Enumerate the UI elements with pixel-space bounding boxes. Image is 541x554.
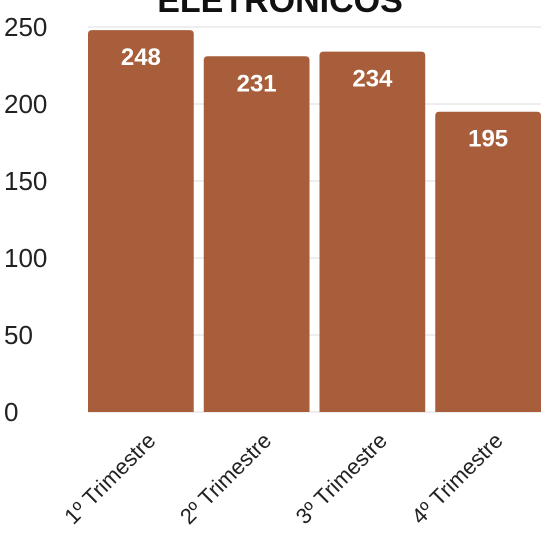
y-tick-label: 100	[4, 243, 47, 273]
bar	[203, 56, 310, 412]
y-tick-label: 250	[4, 12, 47, 42]
y-tick-label: 0	[4, 397, 18, 427]
x-tick-label: 1º Trimestre	[59, 428, 160, 529]
bar	[88, 30, 194, 413]
bar	[319, 51, 426, 412]
data-labels: 248 231 234 195	[121, 44, 508, 153]
x-axis-ticks: 1º Trimestre 2º Trimestre 3º Trimestre 4º T…	[59, 428, 507, 529]
bar-value-label: 248	[121, 44, 161, 71]
y-axis-ticks: 0 50 100 150 200 250	[4, 12, 47, 427]
bars	[88, 30, 541, 413]
bar	[435, 111, 541, 412]
x-tick-label: 2º Trimestre	[175, 428, 276, 529]
chart-title: ELETRÔNICOS	[157, 0, 403, 20]
bar-value-label: 234	[352, 66, 393, 93]
y-tick-label: 200	[4, 89, 47, 119]
x-tick-label: 3º Trimestre	[291, 428, 392, 529]
x-tick-label: 4º Trimestre	[407, 428, 508, 529]
y-tick-label: 50	[4, 320, 33, 350]
bar-value-label: 231	[237, 70, 277, 97]
y-tick-label: 150	[4, 166, 47, 196]
bar-value-label: 195	[468, 126, 508, 153]
